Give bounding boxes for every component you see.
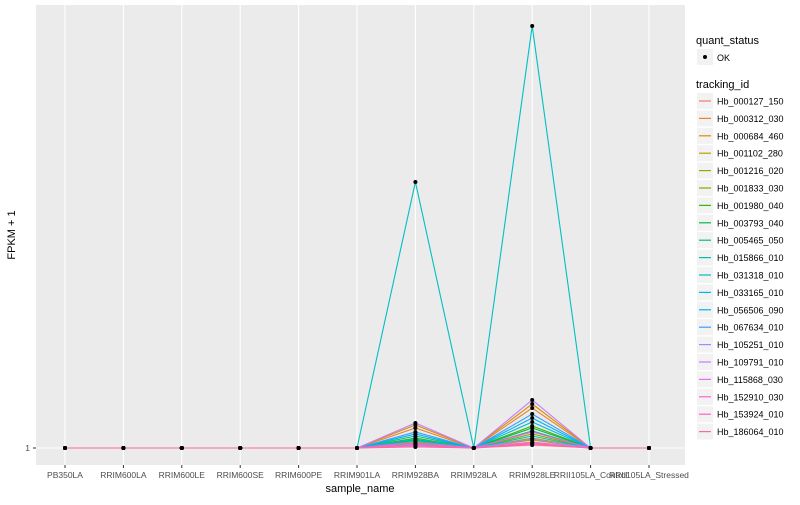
data-point: [413, 440, 418, 444]
data-point: [530, 443, 535, 447]
legend-label: Hb_003793_040: [717, 218, 784, 228]
data-point: [588, 446, 593, 450]
legend-label: Hb_056506_090: [717, 305, 784, 315]
data-point: [530, 434, 535, 438]
legend-label: Hb_105251_010: [717, 340, 784, 350]
data-point: [296, 446, 301, 450]
legend-label: Hb_000684_460: [717, 131, 784, 141]
legend-label: Hb_000127_150: [717, 97, 784, 107]
legend-label: Hb_033165_010: [717, 288, 784, 298]
data-point: [413, 180, 418, 184]
legend-label: Hb_000312_030: [717, 114, 784, 124]
data-point: [471, 446, 476, 450]
x-tick-label: RRIM600SE: [217, 470, 265, 480]
legend-shape-title: quant_status: [696, 35, 759, 47]
data-point: [413, 445, 418, 449]
data-point: [530, 426, 535, 430]
y-axis-ticks: 1: [25, 443, 36, 453]
data-point: [63, 446, 67, 450]
legend-label: Hb_031318_010: [717, 271, 784, 281]
data-point: [530, 420, 535, 424]
y-tick-label: 1: [25, 443, 30, 453]
x-tick-label: PB350LA: [47, 470, 83, 480]
x-axis-title: sample_name: [325, 483, 394, 495]
data-point: [530, 24, 535, 28]
x-tick-label: RRIM928LE: [509, 470, 556, 480]
x-tick-label: RRIM600LA: [100, 470, 147, 480]
x-axis-ticks: PB350LA RRIM600LA RRIM600LE RRIM600SE RRIM60…: [47, 465, 689, 480]
x-tick-label: RRIM901LA: [334, 470, 381, 480]
legend-label: Hb_005465_050: [717, 236, 784, 246]
legend-label: Hb_067634_010: [717, 323, 784, 333]
legend-label: Hb_152910_030: [717, 392, 784, 402]
data-point: [530, 416, 535, 420]
legend-label: Hb_001833_030: [717, 184, 784, 194]
legend-items: Hb_000127_150 Hb_000312_030 Hb_000684_460 H…: [697, 93, 784, 440]
data-point: [413, 437, 418, 441]
x-tick-label: RRIM928BA: [392, 470, 440, 480]
legend-label: Hb_109791_010: [717, 358, 784, 368]
legend-label-ok: OK: [717, 53, 730, 63]
legend-label: Hb_001102_280: [717, 149, 783, 159]
data-point: [413, 421, 418, 425]
data-point: [530, 430, 535, 434]
x-tick-label: RRIM928LA: [451, 470, 498, 480]
data-points: [63, 24, 651, 450]
plot-panel: [36, 5, 685, 465]
legend-label: Hb_015866_010: [717, 253, 784, 263]
x-tick-label: RRII105LA_Stressed: [609, 470, 689, 480]
data-point: [530, 406, 535, 410]
data-point: [530, 412, 535, 416]
legend-label: Hb_153924_010: [717, 410, 784, 420]
data-point: [530, 398, 535, 402]
legend-label: Hb_001216_020: [717, 166, 784, 176]
data-point: [413, 430, 418, 434]
legend-label: Hb_115868_030: [717, 375, 783, 385]
y-axis-title: FPKM + 1: [6, 210, 18, 259]
x-tick-label: RRIM600PE: [275, 470, 323, 480]
data-point: [238, 446, 243, 450]
data-point: [121, 446, 126, 450]
x-tick-label: RRIM600LE: [159, 470, 206, 480]
data-point: [647, 446, 651, 450]
data-point: [530, 402, 535, 406]
data-point: [413, 426, 418, 430]
legend-label: Hb_186064_010: [717, 427, 784, 437]
legend: quant_status OK tracking_id Hb_000127_15…: [696, 35, 784, 440]
legend-label: Hb_001980_040: [717, 201, 784, 211]
x-tick-label: RRII105LA_Control: [554, 470, 628, 480]
legend-color-title: tracking_id: [696, 79, 749, 91]
data-point: [355, 446, 359, 450]
data-point: [530, 437, 535, 441]
legend-point-icon: [703, 55, 707, 59]
data-point: [179, 446, 184, 450]
